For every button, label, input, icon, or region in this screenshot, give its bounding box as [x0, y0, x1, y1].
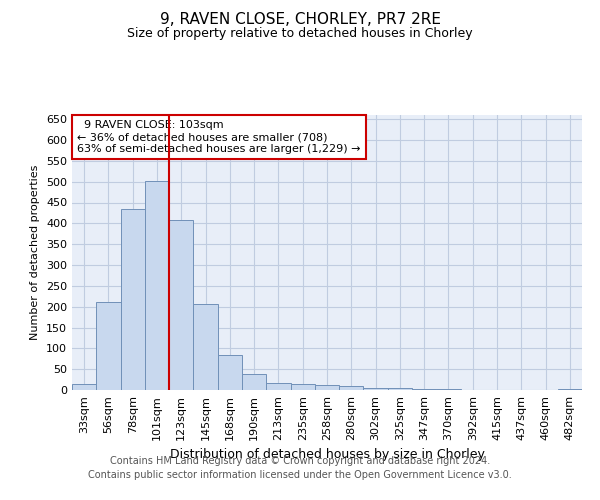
Bar	[412, 389, 436, 390]
Bar	[266, 384, 290, 390]
Bar	[193, 304, 218, 390]
Bar	[218, 355, 242, 390]
Text: Contains HM Land Registry data © Crown copyright and database right 2024.
Contai: Contains HM Land Registry data © Crown c…	[88, 456, 512, 480]
Bar	[339, 386, 364, 390]
Bar	[290, 384, 315, 390]
Text: 9, RAVEN CLOSE, CHORLEY, PR7 2RE: 9, RAVEN CLOSE, CHORLEY, PR7 2RE	[160, 12, 440, 28]
Bar	[315, 384, 339, 390]
Bar	[145, 181, 169, 390]
X-axis label: Distribution of detached houses by size in Chorley: Distribution of detached houses by size …	[170, 448, 484, 462]
Bar	[558, 389, 582, 390]
Bar	[169, 220, 193, 390]
Bar	[388, 388, 412, 390]
Text: 9 RAVEN CLOSE: 103sqm
← 36% of detached houses are smaller (708)
63% of semi-det: 9 RAVEN CLOSE: 103sqm ← 36% of detached …	[77, 120, 361, 154]
Y-axis label: Number of detached properties: Number of detached properties	[31, 165, 40, 340]
Bar	[72, 384, 96, 390]
Bar	[436, 389, 461, 390]
Bar	[364, 388, 388, 390]
Bar	[242, 374, 266, 390]
Bar	[96, 302, 121, 390]
Bar	[121, 209, 145, 390]
Text: Size of property relative to detached houses in Chorley: Size of property relative to detached ho…	[127, 28, 473, 40]
